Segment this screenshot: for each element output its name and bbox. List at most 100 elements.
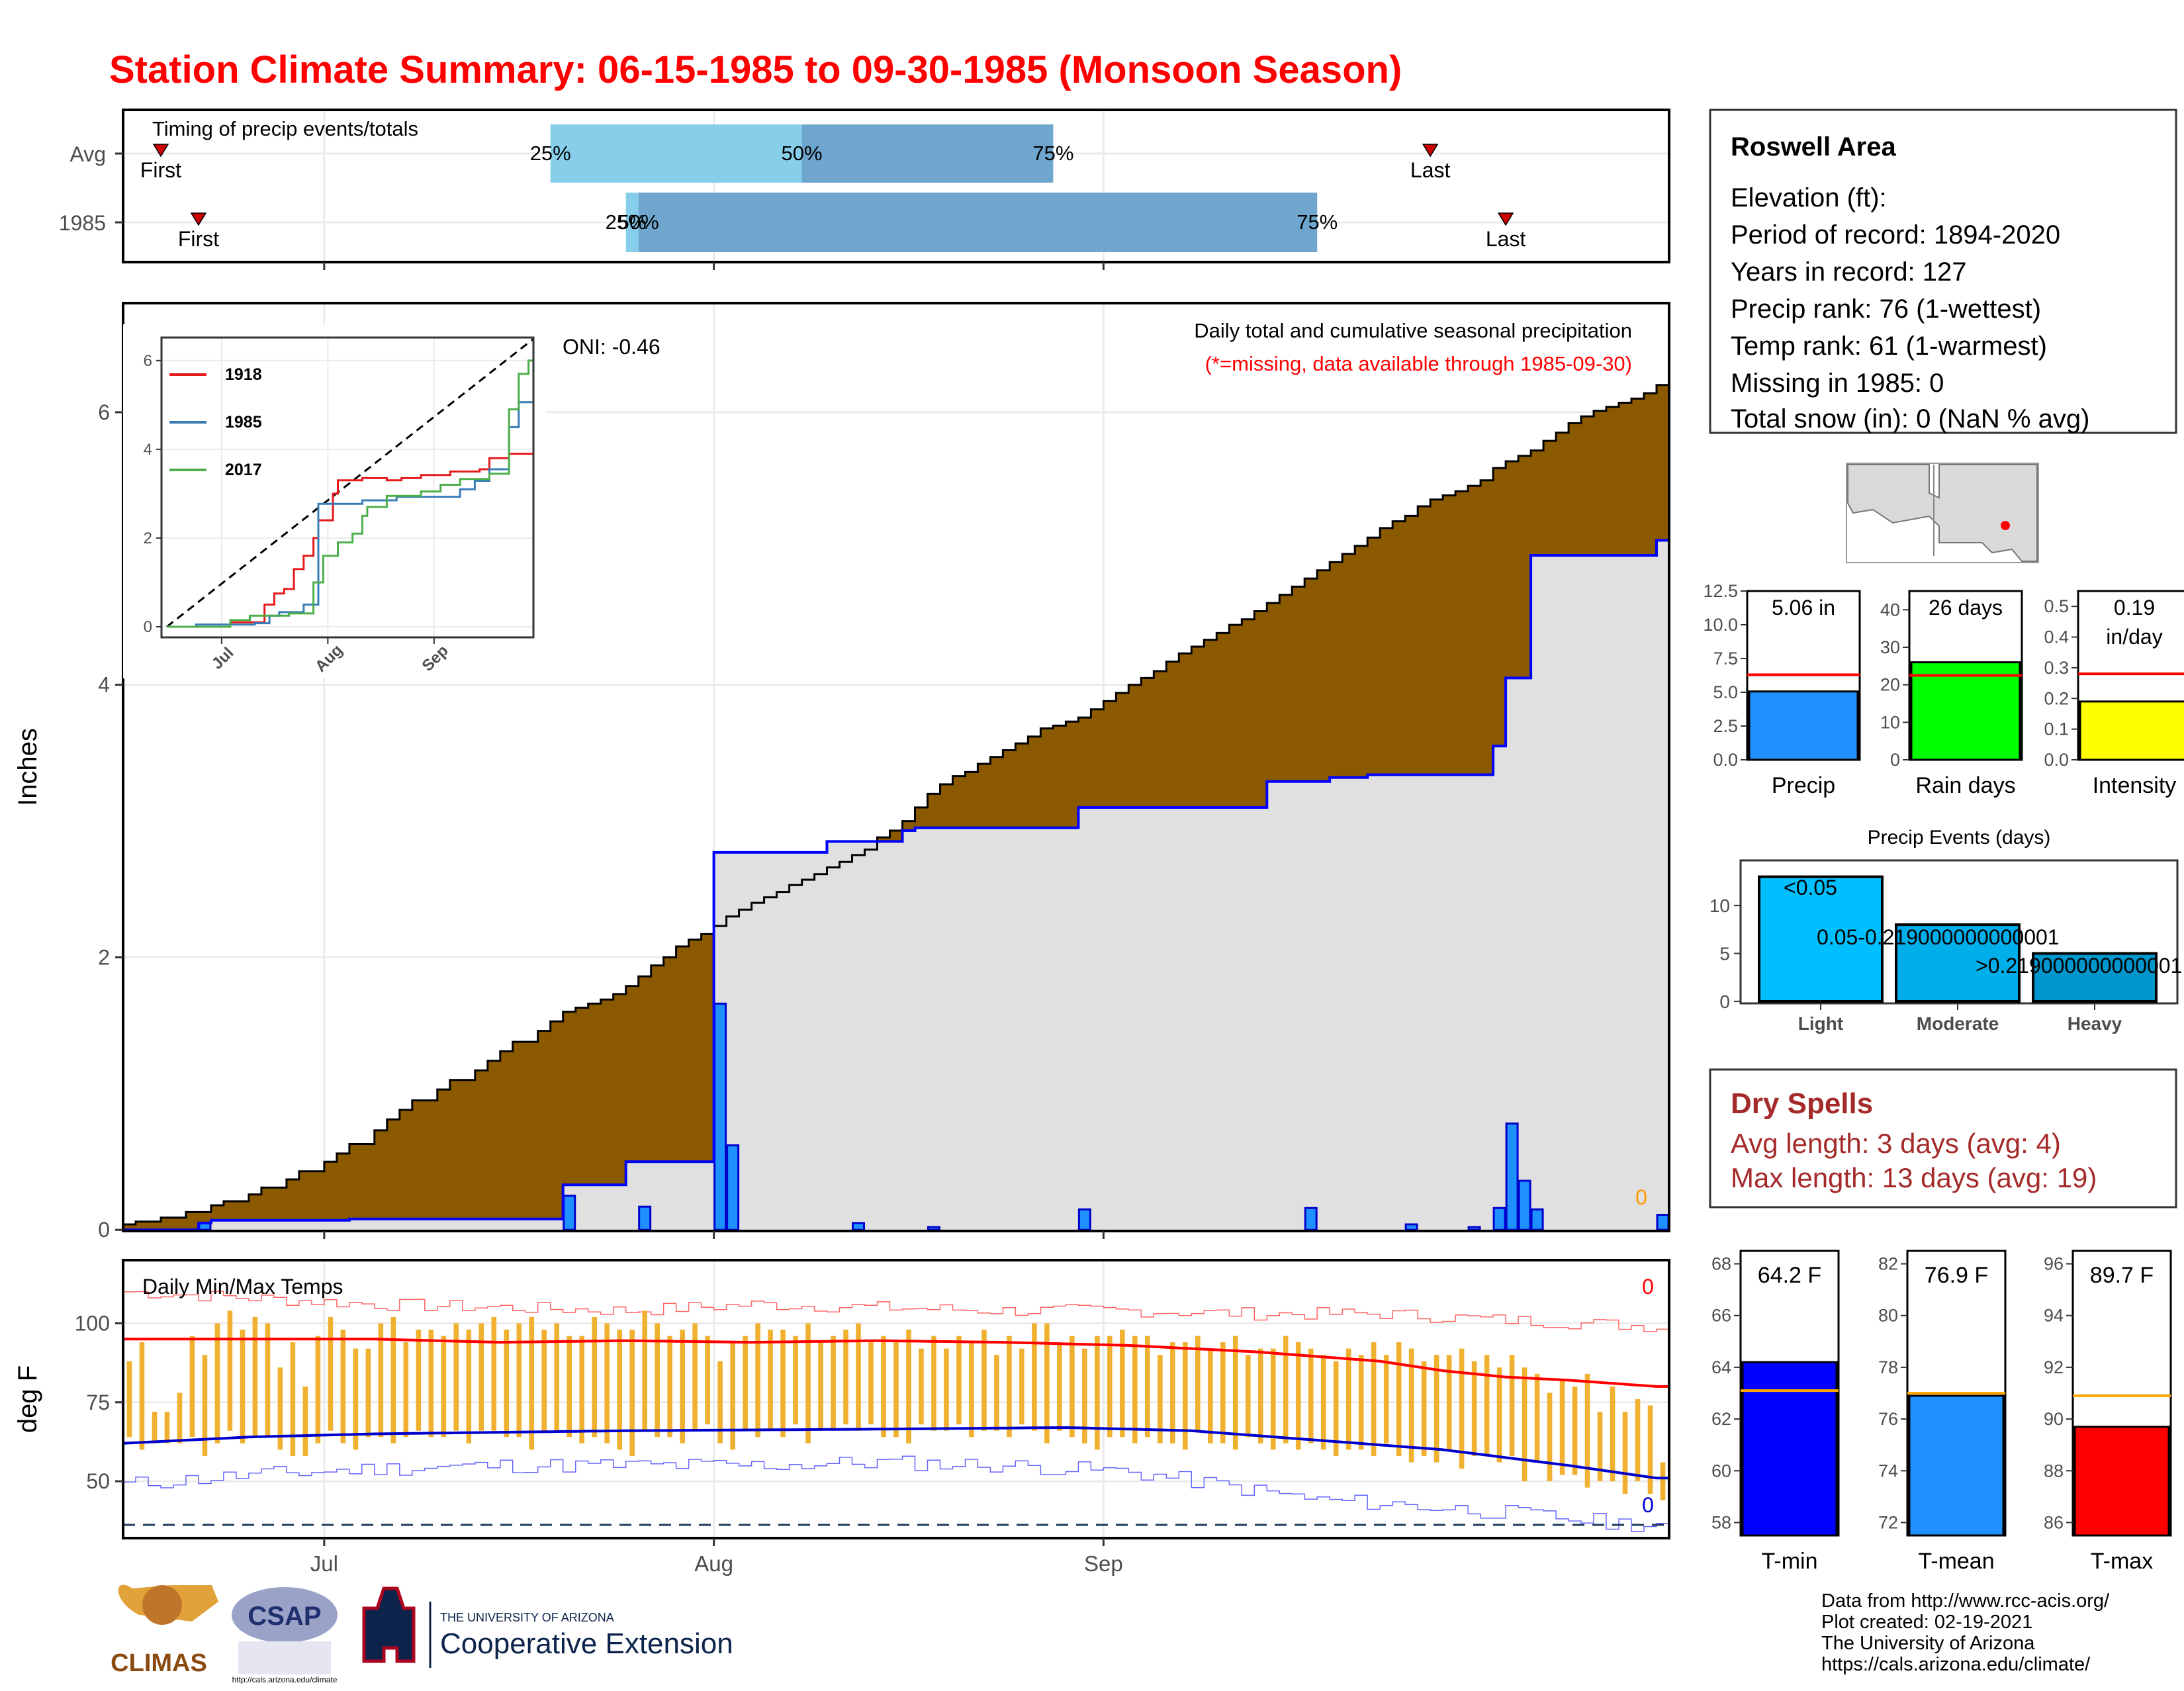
daily-temp-range-bar <box>529 1316 535 1450</box>
daily-temp-range-bar <box>1107 1336 1113 1438</box>
daily-temp-range-bar <box>252 1316 258 1438</box>
temp-bar-t-mean: 72 74 76 78 80 82 76.9 F T-mean <box>1878 1250 2007 1574</box>
daily-temp-range-bar <box>1635 1399 1641 1482</box>
mini-bar-y-tick-label: 10.0 <box>1703 615 1738 635</box>
daily-temp-range-bar <box>1195 1336 1201 1431</box>
mini-bar-rain-days: 0 10 20 30 40 26 days Rain days <box>1880 590 2023 798</box>
daily-temp-range-bar <box>931 1336 936 1431</box>
dry-spells-border <box>1709 1068 2177 1209</box>
daily-precip-bar <box>1404 1223 1418 1231</box>
mini-bar-value <box>1748 690 1859 761</box>
daily-temp-range-bar <box>1082 1348 1087 1443</box>
daily-temp-range-bar <box>793 1336 798 1425</box>
timing-p75-label: 75% <box>1297 210 1338 234</box>
inset-panel-bg <box>161 338 533 637</box>
x-tick-label: Sep <box>1084 1551 1123 1576</box>
daily-precip-bar <box>726 1144 740 1231</box>
mini-bar-value-label-unit: in/day <box>2106 625 2162 649</box>
daily-temp-range-bar <box>277 1367 283 1450</box>
daily-precip-bar <box>1467 1226 1481 1231</box>
daily-temp-range-bar <box>504 1330 510 1438</box>
daily-temp-range-bar <box>214 1323 220 1443</box>
temp-bar-value <box>2073 1426 2170 1537</box>
daily-temp-range-bar <box>1522 1367 1527 1482</box>
inset-series-1918 <box>167 453 533 628</box>
mini-bar-y-tick-label: 40 <box>1880 600 1900 619</box>
daily-precip-bar <box>713 1002 727 1231</box>
daily-precip-bar <box>852 1222 866 1231</box>
mini-bar-y-tick-label: 10 <box>1880 712 1900 732</box>
daily-temp-range-bar <box>227 1310 233 1431</box>
mini-bar-y-tick-label: 0.0 <box>1713 750 1738 770</box>
temp-bar-category-label: T-max <box>2091 1549 2153 1574</box>
mini-bar-y-tick-label: 2.5 <box>1713 716 1738 736</box>
daily-temp-range-bar <box>1145 1336 1150 1438</box>
station-snow: Total snow (in): 0 (NaN % avg) <box>1731 404 2089 434</box>
daily-temp-range-bar <box>1509 1355 1515 1456</box>
daily-temp-range-bar <box>1408 1348 1414 1463</box>
daily-temp-range-bar <box>1095 1336 1100 1450</box>
daily-temp-range-bar <box>944 1348 949 1431</box>
daily-precip-bar <box>638 1205 652 1231</box>
temp-bar-y-tick-label: 60 <box>1711 1461 1731 1481</box>
events-bar-label-light: <0.05 <box>1784 876 1837 899</box>
daily-temp-range-bar <box>1333 1361 1339 1456</box>
credit-line-4: https://cals.arizona.edu/climate/ <box>1821 1654 2091 1675</box>
temperature-y-tick-label: 50 <box>86 1469 110 1493</box>
daily-temp-range-bar <box>453 1323 459 1431</box>
daily-temp-range-bar <box>1057 1342 1062 1431</box>
oni-value: ONI: -0.46 <box>563 335 660 359</box>
daily-temp-range-bar <box>378 1323 384 1438</box>
inset-series-1985 <box>167 401 533 628</box>
credit-line-3: The University of Arizona <box>1821 1633 2035 1654</box>
mini-bar-value-label: 0.19 <box>2114 596 2155 619</box>
temp-bar-value <box>1741 1361 1838 1537</box>
daily-temp-range-bar <box>692 1323 698 1431</box>
daily-temp-range-bar <box>265 1323 271 1438</box>
mini-bar-y-tick-label: 0.4 <box>2044 627 2069 647</box>
precip-y-axis: 0 2 4 6 <box>98 400 123 1242</box>
daily-temp-range-bar <box>390 1316 396 1443</box>
daily-temp-range-bar <box>491 1316 497 1431</box>
temp-bar-y-tick-label: 72 <box>1878 1512 1898 1532</box>
inset-y-tick-label: 4 <box>144 441 152 459</box>
events-y-tick-label: 0 <box>1719 991 1730 1012</box>
daily-temp-range-bar <box>202 1355 208 1456</box>
mini-bar-y-tick-label: 20 <box>1880 675 1900 695</box>
daily-temp-range-bar <box>1396 1342 1402 1456</box>
daily-temp-range-bar <box>1597 1412 1603 1482</box>
station-info-border <box>1709 109 2177 434</box>
daily-temp-range-bar <box>642 1310 647 1431</box>
precip-missing-count: 0 <box>1635 1185 1647 1209</box>
logos: CLIMAS CSAP http://cals.arizona.edu/clim… <box>111 1584 733 1684</box>
last-marker-icon <box>1422 144 1439 158</box>
university-name: THE UNIVERSITY OF ARIZONA <box>440 1611 614 1624</box>
temp-bar-t-max: 86 88 90 92 94 96 89.7 F T-max <box>2044 1250 2172 1574</box>
timing-band-25-50 <box>550 124 802 183</box>
daily-temp-range-bar <box>717 1361 723 1443</box>
mini-bar-y-tick-label: 30 <box>1880 637 1900 657</box>
first-marker-label: First <box>140 158 181 182</box>
mini-bar-intensity: 0.0 0.1 0.2 0.3 0.4 0.5 0.19 in/day Intensity <box>2044 590 2184 798</box>
daily-temp-range-bar <box>516 1323 522 1438</box>
mini-bar-y-tick-label: 0.1 <box>2044 719 2069 739</box>
daily-temp-range-bar <box>906 1330 911 1443</box>
daily-temp-range-bar <box>629 1330 635 1456</box>
daily-temp-range-bar <box>1283 1336 1289 1443</box>
climas-logo-text: CLIMAS <box>111 1649 207 1677</box>
daily-temp-range-bar <box>466 1330 472 1443</box>
first-marker-icon <box>152 144 169 158</box>
temp-bar-y-tick-label: 88 <box>2044 1461 2064 1481</box>
record-low-line <box>123 1455 1669 1532</box>
first-marker-icon <box>190 212 207 226</box>
inset-legend-label: 2017 <box>225 461 262 479</box>
daily-temp-range-bar <box>1044 1323 1050 1443</box>
daily-temp-range-bar <box>1572 1386 1578 1475</box>
temp-bar-y-tick-label: 78 <box>1878 1357 1898 1377</box>
dry-spells-avg: Avg length: 3 days (avg: 4) <box>1731 1128 2061 1159</box>
first-marker-label: First <box>178 227 219 251</box>
mini-bar-value-label: 26 days <box>1929 596 2003 619</box>
inset-legend-label: 1985 <box>225 413 262 432</box>
